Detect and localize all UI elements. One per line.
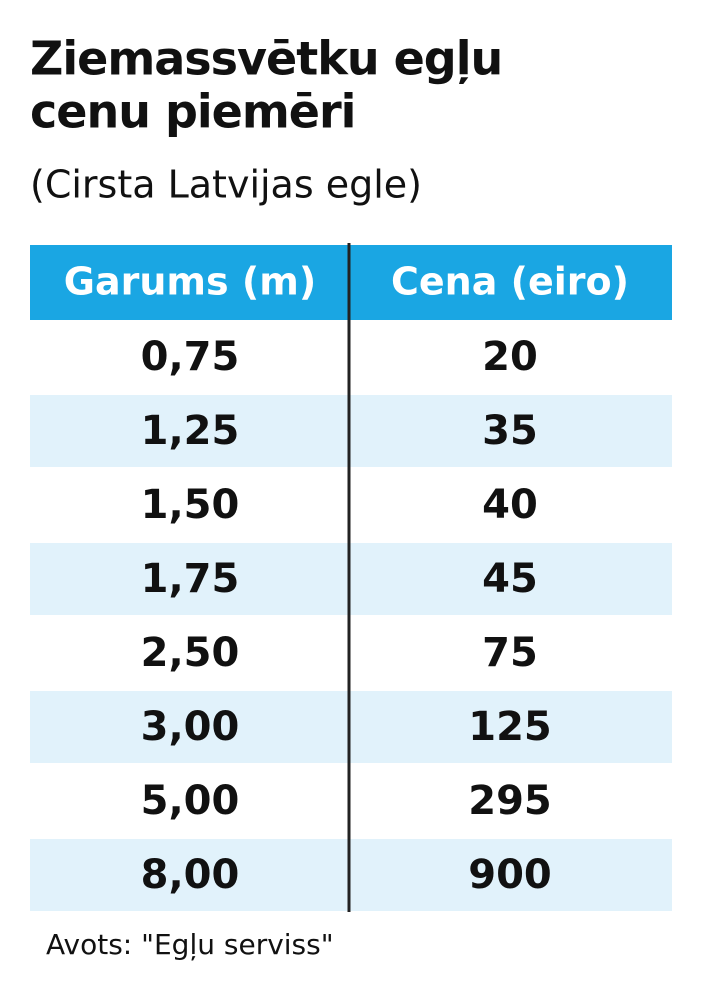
table-cell: 8,00 xyxy=(141,852,240,898)
table-cell: 1,50 xyxy=(141,482,240,528)
row-stripe xyxy=(30,691,672,763)
table-cell: 40 xyxy=(482,482,538,528)
table-cell: 45 xyxy=(482,556,538,602)
source: Avots: "Egļu serviss" xyxy=(46,928,334,961)
table-cell: 35 xyxy=(482,408,538,454)
table-cell: 20 xyxy=(482,334,538,380)
row-stripe xyxy=(30,395,672,467)
table-cell: 2,50 xyxy=(141,630,240,676)
table-cell: 3,00 xyxy=(141,704,240,750)
header-band xyxy=(30,245,672,320)
table-cell: 1,25 xyxy=(141,408,240,454)
row-stripe xyxy=(30,543,672,615)
table-cell: 75 xyxy=(482,630,538,676)
header-cell: Cena (eiro) xyxy=(391,260,629,304)
table-cell: 5,00 xyxy=(141,778,240,824)
title-line: cenu piemēri xyxy=(30,85,355,139)
subtitle: (Cirsta Latvijas egle) xyxy=(30,163,422,207)
table-cell: 900 xyxy=(468,852,552,898)
table-cell: 125 xyxy=(468,704,552,750)
table-body: 0,75 20 1,25 35 1,50 40 1,75 45 2,50 75 3,00 125 5,0… xyxy=(30,334,672,911)
table-cell: 1,75 xyxy=(141,556,240,602)
row-stripe xyxy=(30,839,672,911)
table-cell: 0,75 xyxy=(141,334,240,380)
table-cell: 295 xyxy=(468,778,552,824)
header-cell: Garums (m) xyxy=(64,260,316,304)
title-line: Ziemassvētku egļu xyxy=(30,32,502,86)
